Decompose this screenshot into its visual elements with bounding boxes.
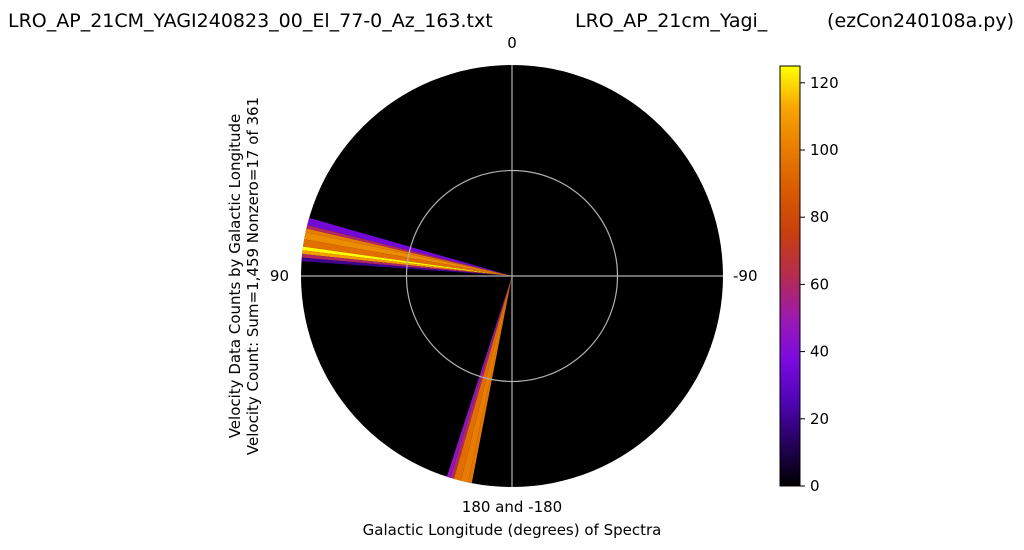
colorbar-tick-label: 60 xyxy=(810,275,829,293)
title-left: LRO_AP_21CM_YAGI240823_00_El_77-0_Az_163… xyxy=(8,10,493,32)
title-center: LRO_AP_21cm_Yagi_ xyxy=(575,10,768,32)
colorbar-tick-label: 0 xyxy=(810,477,820,495)
y-axis-label-line2: Velocity Count: Sum=1,459 Nonzero=17 of … xyxy=(244,97,262,455)
title-right: (ezCon240108a.py) xyxy=(827,10,1014,32)
colorbar-tick-label: 40 xyxy=(810,343,829,361)
colorbar-tick-label: 100 xyxy=(810,141,839,159)
angle-label-right: -90 xyxy=(733,267,758,285)
wedge xyxy=(307,217,512,276)
colorbar-tick-label: 120 xyxy=(810,74,839,92)
angle-label-bottom: 180 and -180 xyxy=(462,498,562,516)
x-axis-label: Galactic Longitude (degrees) of Spectra xyxy=(363,521,662,539)
polar-plot xyxy=(301,65,723,487)
angle-label-left: 90 xyxy=(270,267,289,285)
colorbar-ticks: 0 20 40 60 80 100 120 xyxy=(800,74,839,495)
angle-label-top: 0 xyxy=(507,34,517,52)
colorbar-tick-label: 20 xyxy=(810,410,829,428)
y-axis-label-line1: Velocity Data Counts by Galactic Longitu… xyxy=(226,114,244,439)
wedge xyxy=(304,232,512,276)
wedges xyxy=(301,217,512,484)
colorbar: 0 20 40 60 80 100 120 xyxy=(779,65,839,495)
wedge xyxy=(453,276,512,481)
colorbar-tick-label: 80 xyxy=(810,208,829,226)
wedge xyxy=(460,276,512,483)
colorbar-gradient xyxy=(779,65,801,487)
